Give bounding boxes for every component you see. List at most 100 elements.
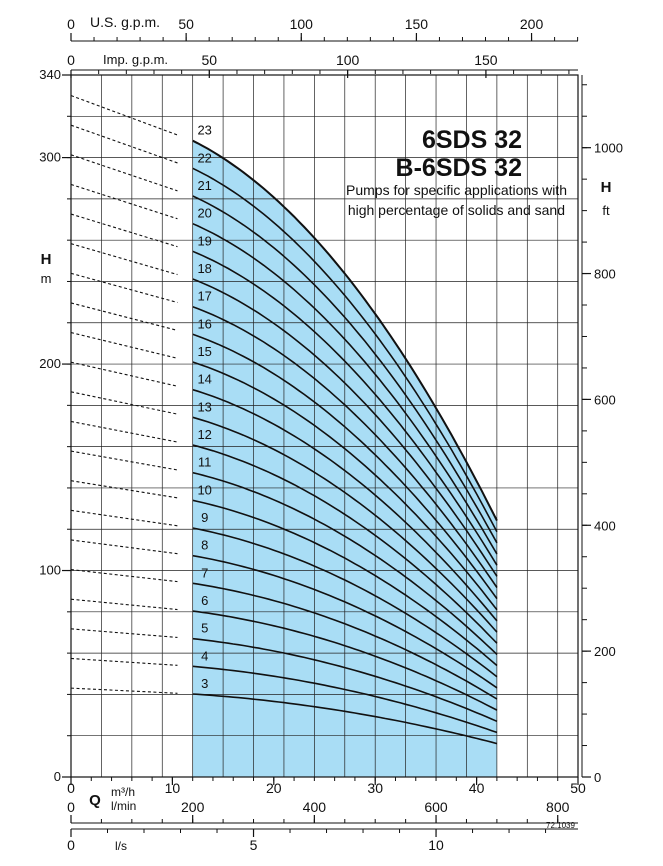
stage-curve-11: [192, 471, 498, 655]
stage-label-18: 18: [197, 261, 211, 276]
m3h-tick-label: 10: [165, 780, 181, 796]
stage-curve-dotted-4: [70, 657, 178, 666]
stage-curve-12: [192, 444, 498, 644]
left-axis-tick-label: 340: [39, 67, 61, 82]
stage-label-9: 9: [201, 510, 208, 525]
stage-curve-dotted-17: [70, 272, 178, 304]
chart-note-line2: high percentage of solids and sand: [348, 202, 565, 218]
impgpm-tick-label: 0: [67, 52, 75, 68]
stage-curve-dotted-16: [70, 302, 178, 331]
stage-curve-dotted-10: [70, 480, 178, 499]
stage-curve-dotted-18: [70, 243, 178, 276]
lmin-tick-label: 600: [424, 799, 448, 815]
right-axis-tick-label: 400: [594, 518, 616, 533]
stage-label-14: 14: [197, 372, 211, 387]
stage-curve-9: [192, 527, 498, 678]
stage-curve-7: [192, 582, 498, 700]
stage-curve-3: [192, 693, 498, 745]
stage-curve-dotted-9: [70, 509, 178, 527]
right-axis-tick-label: 1000: [594, 141, 623, 156]
stage-label-7: 7: [201, 565, 208, 580]
stage-label-11: 11: [198, 455, 212, 470]
stage-label-16: 16: [197, 316, 211, 331]
q-symbol: Q: [89, 792, 101, 809]
ls-tick-label: 5: [250, 837, 258, 853]
right-axis-tick-label: 800: [594, 267, 616, 282]
stage-curve-dotted-13: [70, 391, 178, 415]
stage-curve-20: [192, 222, 498, 555]
chart-title: 6SDS 32: [422, 126, 522, 154]
lmin-tick-label: 400: [303, 799, 327, 815]
right-axis-tick-label: 600: [594, 392, 616, 407]
stage-curve-dotted-15: [70, 332, 178, 359]
stage-label-22: 22: [197, 150, 211, 165]
usgpm-tick-label: 50: [178, 16, 194, 32]
stage-curve-dotted-7: [70, 569, 178, 583]
stage-label-4: 4: [201, 648, 208, 663]
stage-label-23: 23: [197, 123, 211, 138]
stage-curve-14: [192, 388, 498, 622]
stage-curve-15: [192, 361, 498, 611]
unit-m3h: m³/h: [111, 785, 135, 799]
y-axis-right-unit: ft: [602, 203, 610, 218]
lmin-tick-label: 200: [181, 799, 205, 815]
stage-label-10: 10: [197, 482, 211, 497]
stage-label-8: 8: [201, 538, 208, 553]
stage-curve-dotted-5: [70, 628, 178, 638]
m3h-tick-label: 50: [570, 780, 586, 796]
stage-label-6: 6: [201, 593, 208, 608]
stage-curve-dotted-22: [70, 124, 178, 164]
stage-curve-dotted-23: [70, 95, 178, 136]
impgpm-tick-label: 50: [202, 52, 218, 68]
stage-label-12: 12: [197, 427, 211, 442]
stage-curve-4: [192, 665, 498, 734]
y-axis-right-label: H: [601, 179, 612, 196]
stage-label-5: 5: [201, 621, 208, 636]
lmin-tick-label: 800: [546, 799, 570, 815]
left-axis-tick-label: 0: [54, 769, 61, 784]
stage-curve-dotted-11: [70, 450, 178, 471]
stage-curve-dotted-8: [70, 539, 178, 555]
chart-subtitle: B-6SDS 32: [396, 154, 522, 182]
left-axis-tick-label: 300: [39, 150, 61, 165]
stage-curve-dotted-14: [70, 361, 178, 387]
unit-usgpm: U.S. g.p.m.: [90, 14, 160, 30]
stage-curve-21: [192, 195, 498, 544]
unit-lmin: l/min: [111, 799, 136, 813]
usgpm-tick-label: 100: [290, 16, 314, 32]
stage-curve-dotted-19: [70, 213, 178, 248]
stage-label-3: 3: [201, 676, 208, 691]
stage-label-21: 21: [197, 178, 211, 193]
stage-curve-17: [192, 305, 498, 588]
m3h-tick-label: 0: [67, 780, 75, 796]
unit-impgpm: Imp. g.p.m.: [103, 52, 168, 67]
stage-curve-8: [192, 554, 498, 689]
chart-note-line1: Pumps for specific applications with: [346, 182, 567, 198]
stage-label-19: 19: [197, 233, 211, 248]
stage-curve-16: [192, 333, 498, 600]
stage-curve-dotted-3: [70, 687, 178, 694]
stage-curve-dotted-6: [70, 598, 178, 611]
stage-curve-dotted-21: [70, 154, 178, 192]
impgpm-tick-label: 150: [474, 52, 498, 68]
stage-curve-13: [192, 416, 498, 633]
left-axis-tick-label: 100: [39, 563, 61, 578]
impgpm-tick-label: 100: [336, 52, 360, 68]
stage-curve-dotted-20: [70, 183, 178, 220]
lmin-tick-label: 0: [67, 799, 75, 815]
stage-curve-dotted-12: [70, 420, 178, 443]
stage-label-20: 20: [197, 206, 211, 221]
usgpm-tick-label: 150: [405, 16, 429, 32]
m3h-tick-label: 30: [367, 780, 383, 796]
usgpm-tick-label: 0: [67, 16, 75, 32]
ls-tick-label: 0: [67, 837, 75, 853]
ls-tick-label: 10: [428, 837, 444, 853]
stage-label-13: 13: [197, 399, 211, 414]
left-axis-tick-label: 200: [39, 356, 61, 371]
chart-code: 72.1039: [546, 821, 575, 830]
stage-curve-22: [192, 167, 498, 533]
stage-curve-10: [192, 499, 498, 667]
m3h-tick-label: 40: [469, 780, 485, 796]
y-axis-left-label: H: [41, 251, 52, 268]
stage-label-17: 17: [197, 289, 211, 304]
